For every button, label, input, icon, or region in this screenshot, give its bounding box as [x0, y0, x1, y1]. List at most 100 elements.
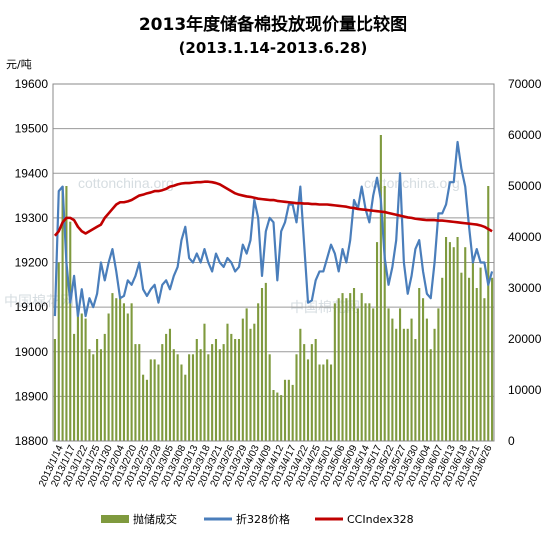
bar	[460, 272, 463, 441]
y-tick-label-right: 40000	[508, 230, 542, 244]
bar	[483, 298, 486, 441]
bar	[429, 349, 432, 441]
bar	[76, 308, 79, 441]
y-axis-right: 0 10000 20000 30000 40000 50000 60000 70000	[508, 77, 542, 448]
bar	[80, 313, 83, 441]
bar	[145, 379, 149, 441]
bar	[207, 354, 210, 441]
bar	[329, 364, 333, 441]
bar	[402, 328, 405, 441]
legend-label-index: CCIndex328	[347, 513, 414, 526]
y-tick-label-left: 18900	[15, 389, 49, 403]
bar	[195, 339, 198, 441]
bar	[134, 344, 137, 441]
bar	[410, 318, 413, 441]
bar	[249, 328, 252, 441]
bar-series	[53, 135, 494, 441]
bar	[222, 344, 225, 441]
bar	[299, 328, 302, 441]
bar	[418, 288, 421, 441]
bar	[126, 313, 129, 441]
bar	[464, 247, 467, 441]
watermark-cotton: cottonchina.org	[78, 175, 174, 191]
bar	[57, 262, 60, 441]
y-tick-label-left: 18800	[15, 434, 49, 448]
bar	[161, 344, 164, 441]
bar	[349, 293, 352, 441]
bar	[237, 339, 241, 441]
bar	[345, 298, 348, 441]
bar	[180, 364, 183, 441]
bar	[61, 186, 64, 441]
bar	[395, 328, 398, 441]
y-tick-label-left: 19000	[15, 345, 49, 359]
bar	[383, 186, 386, 441]
bar	[272, 390, 275, 441]
bar	[352, 288, 356, 441]
bar	[479, 267, 482, 441]
bar	[360, 293, 363, 441]
bar	[398, 308, 402, 441]
bar	[318, 364, 321, 441]
bar	[107, 313, 110, 441]
bar	[276, 392, 279, 441]
plot-area-border	[52, 83, 495, 442]
chart-title: 2013年度储备棉投放现价量比较图	[139, 14, 407, 35]
bar	[326, 359, 329, 441]
price-line	[53, 140, 494, 318]
bar	[368, 303, 371, 441]
bar	[322, 364, 325, 441]
bar	[142, 374, 145, 441]
bar	[226, 323, 229, 441]
bar	[291, 384, 294, 441]
bar	[437, 308, 440, 441]
legend-label-volume: 抛储成交	[133, 512, 177, 526]
bar	[314, 339, 317, 441]
bar	[69, 221, 72, 441]
bar	[73, 333, 76, 441]
bar	[310, 344, 313, 441]
y-tick-label-left: 19200	[15, 256, 49, 270]
bar	[130, 303, 133, 441]
bar	[168, 328, 172, 441]
bar	[433, 328, 436, 441]
bar	[468, 277, 471, 441]
y-tick-label-right: 0	[508, 434, 515, 448]
bar	[303, 344, 306, 441]
bar	[149, 359, 152, 441]
bar	[88, 349, 91, 441]
bar	[153, 359, 156, 441]
bar	[234, 339, 237, 441]
bar	[103, 333, 106, 441]
bar	[157, 364, 160, 441]
bar	[165, 333, 168, 441]
y-tick-label-right: 30000	[508, 281, 542, 295]
bar	[306, 359, 310, 441]
bar	[184, 374, 187, 441]
bar	[341, 293, 344, 441]
bar	[422, 298, 425, 441]
bar	[456, 237, 459, 441]
bar	[245, 308, 248, 441]
y-tick-label-right: 10000	[508, 383, 542, 397]
bar	[65, 186, 68, 441]
y-tick-label-left: 19300	[15, 211, 49, 225]
bar	[445, 237, 448, 441]
bar	[260, 288, 264, 441]
bar	[491, 277, 494, 441]
bar	[364, 303, 367, 441]
bar	[475, 288, 478, 441]
bar	[375, 242, 379, 441]
bar	[268, 354, 271, 441]
bar	[211, 344, 214, 441]
index-line	[53, 180, 493, 237]
bar	[333, 303, 336, 441]
bar	[387, 308, 390, 441]
bar	[138, 344, 141, 441]
bar	[92, 354, 95, 441]
bar	[379, 135, 382, 441]
bar	[257, 303, 260, 441]
y-axis-left: 18800 18900 19000 19100 19200 19300 19400 19500…	[15, 77, 49, 448]
bar	[122, 303, 125, 441]
